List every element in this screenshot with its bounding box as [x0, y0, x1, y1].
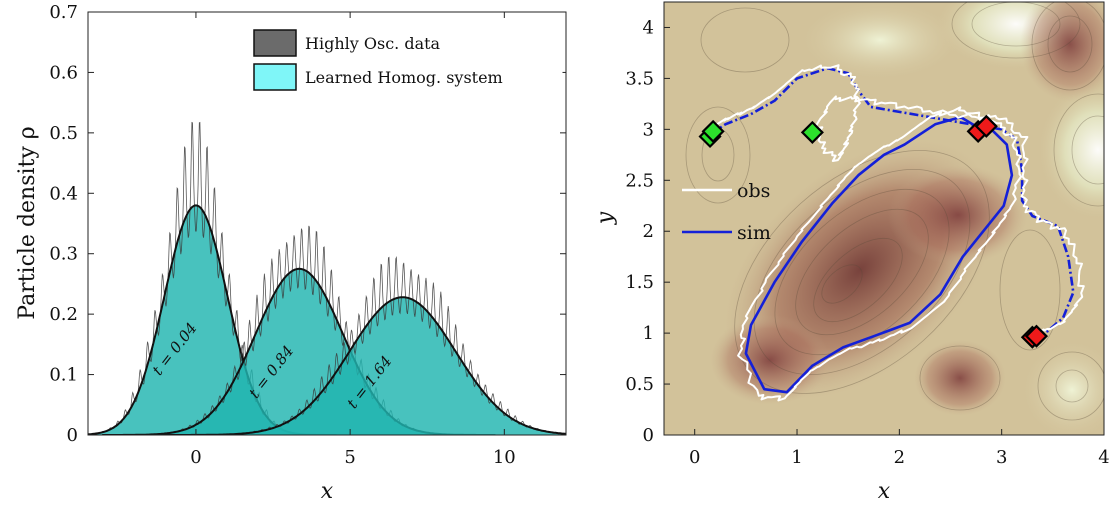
y-tick-label-0: 0: [67, 425, 78, 446]
trajectory-obs: [709, 64, 1085, 334]
x-tick-label-0: 0: [190, 447, 201, 468]
legend-box: [247, 23, 563, 99]
density-chart: 0 5 10 0 0.1 0.2 0.3 0.4 0.5 0.6 0.7 x Particle de…: [15, 2, 567, 504]
end-marker-6: [1024, 324, 1049, 348]
y-tick-label-2: 0.2: [49, 304, 78, 325]
ry-tick-label-4: 2: [643, 221, 654, 242]
start-marker-1: [701, 119, 725, 143]
x-axis-label-right: x: [878, 479, 891, 504]
y-tick-label-7: 0.7: [49, 2, 78, 23]
y-axis-label: Particle density ρ: [15, 126, 40, 320]
hill-top-right: [1020, 2, 1104, 102]
hill-central-upper: [888, 165, 1028, 265]
valley-right: [1038, 80, 1104, 220]
valley-top-left: [800, 2, 960, 80]
trajectory-ticks: 0 1 2 3 4 0 0.5 1 1.5 2 2.5 3 3.5 4: [625, 17, 1109, 468]
homog-area-1: [102, 268, 497, 435]
density-series: [88, 121, 566, 435]
hill-bottom: [914, 340, 1006, 416]
homog-curve-2: [163, 296, 566, 435]
legend-swatch-homog: [253, 63, 297, 91]
ry-tick-label-6: 3: [643, 119, 654, 140]
x-tick-label-1: 5: [344, 447, 355, 468]
hill-central-lower: [710, 315, 830, 405]
ry-tick-label-3: 1.5: [625, 272, 654, 293]
legend-label-homog: Learned Homog. system: [305, 68, 503, 87]
homog-area-2: [163, 297, 566, 435]
rx-tick-label-1: 1: [791, 447, 802, 468]
density-legend: Highly Osc. data Learned Homog. system: [247, 23, 563, 99]
ry-tick-label-2: 1: [643, 323, 654, 344]
y-tick-label-3: 0.3: [49, 244, 78, 265]
rx-tick-label-4: 4: [1098, 447, 1109, 468]
legend-label-obs: obs: [737, 180, 770, 202]
trajectory-obs-loop: [737, 106, 1023, 402]
legend-label-data: Highly Osc. data: [305, 34, 441, 53]
start-marker-2: [800, 120, 824, 144]
trajectory-series: [698, 64, 1085, 402]
density-ticks: 0 5 10 0 0.1 0.2 0.3 0.4 0.5 0.6 0.7: [49, 2, 566, 468]
ry-tick-label-8: 4: [643, 17, 654, 38]
ry-tick-label-0: 0: [643, 425, 654, 446]
valley-bottom-right: [1022, 340, 1104, 435]
plot-frame: [87, 11, 567, 436]
potential-background: [664, 2, 1104, 435]
x-tick-label-2: 10: [493, 447, 516, 468]
rx-tick-label-0: 0: [689, 447, 700, 468]
ry-tick-label-5: 2.5: [625, 170, 654, 191]
legend-label-sim: sim: [737, 222, 771, 244]
y-tick-label-6: 0.6: [49, 62, 78, 83]
x-axis-label: x: [321, 479, 334, 504]
rx-tick-label-3: 3: [996, 447, 1007, 468]
ry-tick-label-1: 0.5: [625, 374, 654, 395]
y-axis-label-right: y: [593, 211, 618, 225]
trajectory-chart: 0 1 2 3 4 0 0.5 1 1.5 2 2.5 3 3.5 4 x y obs sim: [593, 1, 1109, 504]
y-tick-label-1: 0.1: [49, 365, 78, 386]
legend-swatch-data: [253, 29, 297, 57]
plot-frame-right: [663, 1, 1105, 436]
ry-tick-label-7: 3.5: [625, 68, 654, 89]
trajectory-sim: [709, 66, 1075, 339]
rx-tick-label-2: 2: [894, 447, 905, 468]
y-tick-label-4: 0.4: [49, 183, 78, 204]
homog-area-0: [88, 205, 338, 435]
end-marker-4: [974, 114, 998, 138]
y-tick-label-5: 0.5: [49, 123, 78, 144]
contour-lines: [685, 2, 1104, 421]
trajectory-sim-loop: [744, 115, 1014, 394]
trajectory-legend: obs sim: [682, 180, 771, 244]
